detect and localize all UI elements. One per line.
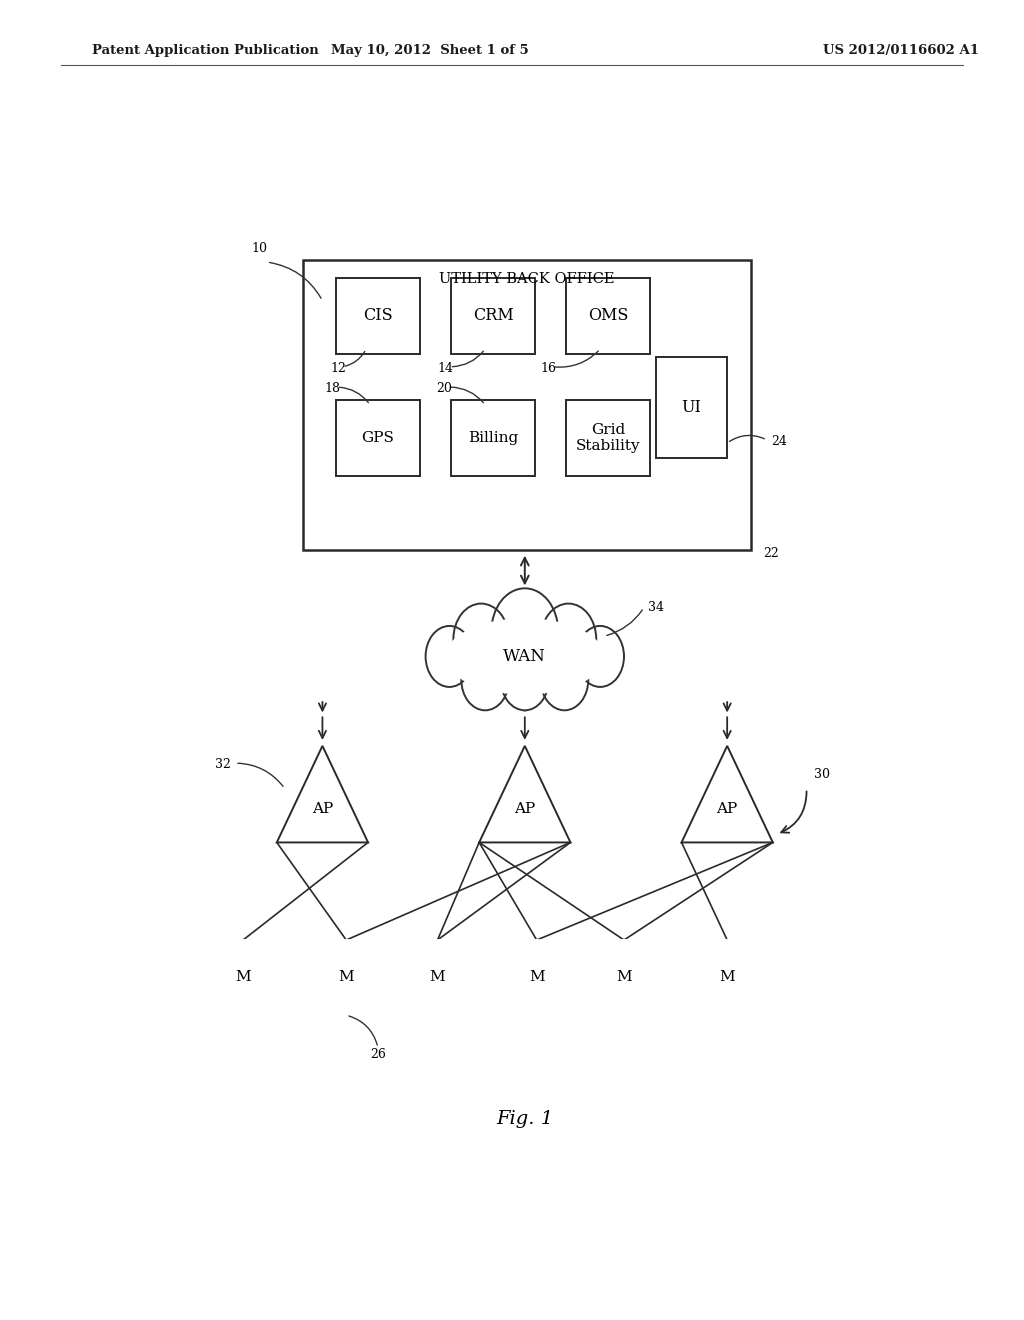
- Ellipse shape: [437, 618, 612, 705]
- Circle shape: [461, 649, 509, 710]
- Circle shape: [577, 626, 624, 686]
- Bar: [566, 277, 650, 354]
- Text: 26: 26: [370, 1048, 386, 1061]
- Text: 18: 18: [325, 383, 341, 395]
- Text: 12: 12: [331, 362, 346, 375]
- Text: AP: AP: [717, 801, 738, 816]
- Circle shape: [501, 649, 549, 710]
- Circle shape: [541, 649, 588, 710]
- Text: Billing: Billing: [468, 430, 518, 445]
- Bar: [566, 400, 650, 477]
- Circle shape: [454, 603, 509, 675]
- Text: M: M: [719, 970, 735, 983]
- Circle shape: [492, 589, 558, 673]
- Text: US 2012/0116602 A1: US 2012/0116602 A1: [823, 44, 979, 57]
- Text: AP: AP: [514, 801, 536, 816]
- Text: M: M: [236, 970, 251, 983]
- Text: Fig. 1: Fig. 1: [497, 1110, 553, 1127]
- Text: Grid
Stability: Grid Stability: [575, 422, 640, 453]
- Text: M: M: [338, 970, 354, 983]
- Text: UTILITY BACK OFFICE: UTILITY BACK OFFICE: [439, 272, 614, 286]
- Text: AP: AP: [311, 801, 333, 816]
- Text: 16: 16: [541, 362, 557, 375]
- Text: 20: 20: [436, 383, 452, 395]
- Text: M: M: [528, 970, 545, 983]
- Text: 24: 24: [771, 436, 786, 447]
- Text: Patent Application Publication: Patent Application Publication: [92, 44, 318, 57]
- Text: 14: 14: [437, 362, 454, 375]
- Circle shape: [409, 940, 466, 1014]
- Text: 30: 30: [814, 768, 830, 781]
- Text: WAN: WAN: [504, 648, 546, 665]
- Text: 22: 22: [763, 546, 778, 560]
- Text: UI: UI: [682, 399, 701, 416]
- Polygon shape: [276, 746, 368, 842]
- Polygon shape: [479, 746, 570, 842]
- Circle shape: [214, 940, 271, 1014]
- Text: M: M: [430, 970, 445, 983]
- Text: 10: 10: [251, 242, 267, 255]
- Circle shape: [541, 603, 596, 675]
- Text: 34: 34: [648, 601, 664, 614]
- Text: OMS: OMS: [588, 308, 629, 325]
- Text: CRM: CRM: [473, 308, 513, 325]
- Circle shape: [508, 940, 565, 1014]
- Text: GPS: GPS: [361, 430, 394, 445]
- Text: CIS: CIS: [364, 308, 393, 325]
- Polygon shape: [682, 746, 773, 842]
- Bar: [303, 260, 751, 549]
- Text: 32: 32: [215, 758, 231, 771]
- Circle shape: [698, 940, 756, 1014]
- Bar: [655, 356, 727, 458]
- Bar: [452, 400, 535, 477]
- Bar: [336, 277, 420, 354]
- Circle shape: [426, 626, 473, 686]
- Text: May 10, 2012  Sheet 1 of 5: May 10, 2012 Sheet 1 of 5: [331, 44, 529, 57]
- Ellipse shape: [445, 618, 604, 694]
- Circle shape: [317, 940, 375, 1014]
- Text: M: M: [616, 970, 632, 983]
- Bar: [452, 277, 535, 354]
- Circle shape: [595, 940, 652, 1014]
- Bar: [336, 400, 420, 477]
